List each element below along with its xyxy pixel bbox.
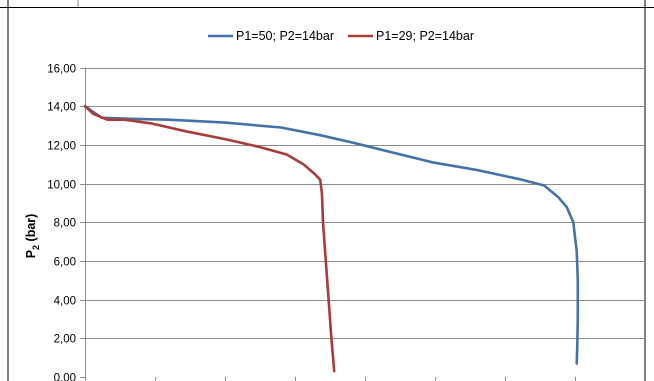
y-tick-label: 10,00 [47,180,76,192]
y-tick-label: 12,00 [47,141,76,153]
legend-label-1: P1=50; P2=14bar [236,29,334,43]
legend: P1=50; P2=14bar P1=29; P2=14bar [208,29,474,43]
y-tick-label: 2,00 [54,334,76,346]
legend-label-2: P1=29; P2=14bar [376,29,474,43]
series-line-1 [83,104,580,365]
series [83,104,580,373]
y-tick-label: 16,00 [47,64,76,76]
series-line-2 [83,104,336,373]
grid [85,68,645,339]
y-tick-label: 0,00 [54,373,76,381]
y-tick-label: 8,00 [54,218,76,230]
y-tick-label: 14,00 [47,102,76,114]
y-axis-title: P2 (bar) [24,214,41,259]
y-tick-label: 6,00 [54,257,76,269]
y-axis [80,67,576,381]
y-axis-title-subscript: 2 [31,245,41,250]
y-tick-labels: 0,00 2,00 4,00 6,00 8,00 10,00 12,00 14,00 16,00 [47,64,76,381]
y-axis-title-base: P [24,250,38,258]
y-axis-title-unit: (bar) [24,214,38,245]
y-tick-label: 4,00 [54,296,76,308]
